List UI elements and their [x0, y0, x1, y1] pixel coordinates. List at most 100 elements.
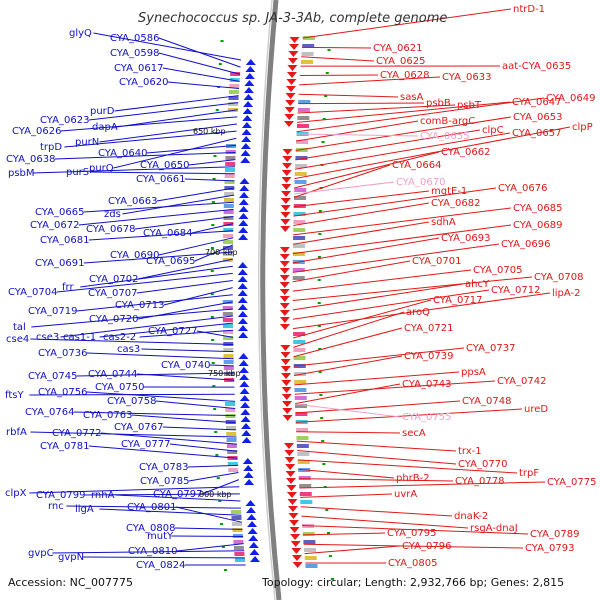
left-gene-label: CYA_0586: [110, 33, 159, 44]
right-gene-label: CYA_0685: [513, 203, 562, 214]
tick-mark: [212, 201, 215, 203]
right-gene-label: CYA_0655: [420, 131, 469, 142]
gene-block: [293, 228, 305, 232]
gene-block: [223, 354, 233, 358]
right-gene-label: ppsA: [461, 367, 486, 378]
right-gene-label: psbB: [426, 98, 451, 109]
left-gene-label: zds: [104, 209, 121, 220]
forward-gene-arrow: [243, 465, 253, 471]
tick-mark: [318, 279, 321, 281]
gene-block: [294, 380, 306, 384]
left-label-connector: [57, 273, 233, 292]
left-gene-label: CYA_0756: [38, 387, 87, 398]
right-label-connector: [305, 546, 400, 554]
forward-gene-arrow: [240, 402, 250, 408]
reverse-gene-arrow: [280, 247, 290, 253]
tick-mark: [327, 532, 330, 534]
accession-text: Accession: NC_007775: [8, 576, 133, 589]
right-label-connector: [297, 441, 456, 451]
right-gene-label: uvrA: [394, 489, 417, 500]
reverse-gene-arrow: [290, 527, 300, 533]
forward-gene-arrow: [239, 206, 249, 212]
left-gene-label: CYA_0626: [12, 126, 61, 137]
right-gene-label: psbT: [457, 100, 482, 111]
tick-mark: [220, 523, 223, 525]
reverse-gene-arrow: [283, 415, 293, 421]
left-gene-label: CYA_0623: [40, 115, 89, 126]
right-gene-label: CYA_0796: [402, 541, 451, 552]
gene-block: [225, 168, 235, 172]
reverse-gene-arrow: [292, 555, 302, 561]
right-label-connector: [297, 451, 456, 465]
reverse-gene-arrow: [281, 198, 291, 204]
left-label-connector: [87, 353, 234, 359]
left-gene-label: CYA_0781: [40, 441, 89, 452]
right-label-connector: [299, 479, 453, 481]
reverse-gene-arrow: [281, 373, 291, 379]
reverse-gene-arrow: [286, 471, 296, 477]
right-label-connector: [294, 182, 394, 194]
forward-gene-arrow: [239, 360, 249, 366]
reverse-gene-arrow: [282, 408, 292, 414]
gene-block: [297, 124, 309, 128]
forward-gene-arrow: [241, 423, 251, 429]
tick-mark: [217, 477, 220, 479]
right-label-connector: [300, 75, 378, 76]
forward-gene-arrow: [241, 430, 251, 436]
left-gene-label: rbfA: [6, 427, 27, 438]
tick-mark: [212, 362, 215, 364]
tick-mark: [319, 210, 322, 212]
left-gene-label: ligA: [75, 504, 94, 515]
gene-block: [225, 162, 235, 166]
reverse-gene-arrow: [287, 499, 297, 505]
forward-gene-arrow: [241, 150, 251, 156]
right-gene-label: CYA_0705: [473, 265, 522, 276]
gene-block: [226, 150, 236, 154]
forward-gene-arrow: [247, 521, 257, 527]
reverse-gene-arrow: [288, 513, 298, 519]
gene-block: [223, 318, 233, 322]
reverse-gene-arrow: [281, 191, 291, 197]
reverse-gene-arrow: [282, 170, 292, 176]
left-label-connector: [159, 38, 241, 67]
right-gene-label: sdhA: [431, 217, 456, 228]
tick-mark: [319, 394, 322, 396]
reverse-gene-arrow: [281, 212, 291, 218]
reverse-gene-arrow: [290, 37, 300, 43]
reverse-gene-arrow: [285, 107, 295, 113]
reverse-gene-arrow: [282, 387, 292, 393]
scale-label-750: 750 kbp: [208, 369, 241, 378]
reverse-gene-arrow: [293, 562, 303, 568]
tick-mark: [224, 569, 227, 571]
reverse-gene-arrow: [289, 520, 299, 526]
left-gene-label: gvpC: [28, 548, 54, 559]
left-gene-label: CYA_0740: [161, 360, 210, 371]
left-gene-label: CYA_0704: [8, 287, 57, 298]
gene-block: [223, 234, 233, 238]
right-gene-label: CYA_0748: [462, 396, 511, 407]
forward-gene-arrow: [242, 437, 252, 443]
right-label-connector: [301, 507, 452, 516]
left-label-connector: [163, 427, 236, 430]
tick-mark: [321, 440, 324, 442]
left-gene-label: CYA_0744: [88, 369, 137, 380]
forward-gene-arrow: [239, 199, 249, 205]
left-gene-label: rnc: [48, 501, 64, 512]
tick-mark: [211, 224, 214, 226]
left-gene-label: CYA_0799: [36, 490, 85, 501]
gene-block: [295, 180, 307, 184]
forward-gene-arrow: [246, 500, 256, 506]
gene-block: [300, 492, 312, 496]
forward-gene-arrow: [243, 108, 253, 114]
reverse-gene-arrow: [286, 485, 296, 491]
map-title: Synechococcus sp. JA-3-3Ab, complete gen…: [138, 11, 447, 26]
left-label-connector: [82, 557, 245, 558]
right-label-connector: [294, 356, 402, 376]
tick-mark: [329, 555, 332, 557]
forward-gene-arrow: [238, 213, 248, 219]
left-gene-label: CYA_0672: [30, 220, 79, 231]
gene-block: [295, 396, 307, 400]
right-label-connector: [295, 404, 400, 417]
left-gene-label: CYA_0719: [28, 306, 77, 317]
